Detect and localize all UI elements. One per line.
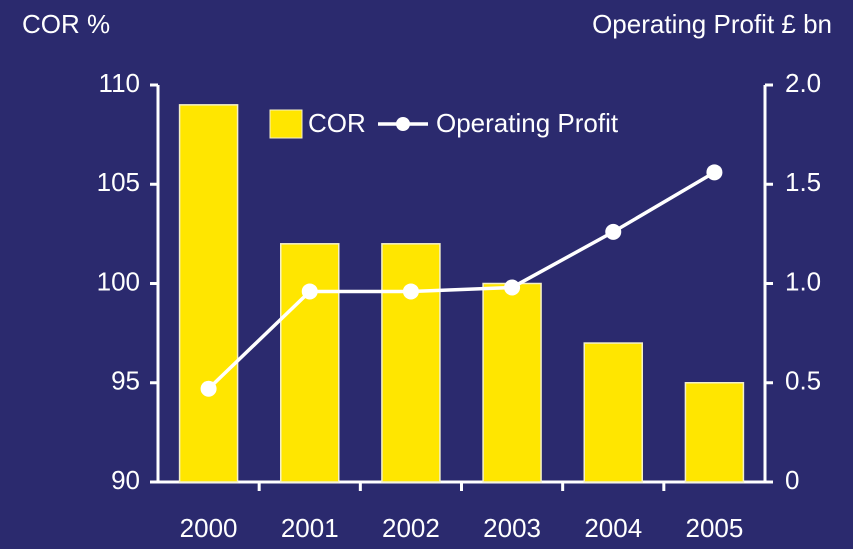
y-tick-label: 105 [97, 167, 140, 197]
y2-tick-label: 2.0 [785, 68, 821, 98]
bar [178, 104, 239, 483]
legend-label: Operating Profit [436, 108, 619, 138]
line-point [605, 223, 622, 240]
x-tick-label: 2004 [584, 513, 642, 543]
y-tick-label: 95 [111, 366, 140, 396]
bar [583, 342, 643, 483]
y2-tick-label: 0 [785, 465, 799, 495]
line-point [504, 279, 521, 296]
bar [482, 282, 542, 483]
x-tick-label: 2002 [382, 513, 440, 543]
y2-axis-label: Operating Profit £ bn [592, 9, 832, 39]
y2-tick-label: 1.0 [785, 266, 821, 296]
bar [381, 243, 441, 483]
legend-swatch [269, 109, 303, 139]
legend-label: COR [308, 108, 366, 138]
x-tick-label: 2000 [180, 513, 238, 543]
line-point [301, 283, 318, 300]
line-point [200, 380, 217, 397]
line [207, 170, 716, 390]
y2-tick-label: 1.5 [785, 167, 821, 197]
y-tick-label: 110 [99, 68, 140, 98]
bar [280, 243, 340, 483]
x-tick-label: 2005 [685, 513, 743, 543]
y-tick-label: 90 [111, 465, 140, 495]
x-tick-label: 2001 [281, 513, 339, 543]
y-axis-label: COR % [22, 9, 110, 39]
line-point [706, 164, 723, 181]
x-tick-label: 2003 [483, 513, 541, 543]
bar [684, 382, 745, 483]
line-point [402, 283, 419, 300]
y-tick-label: 100 [97, 266, 140, 296]
legend-marker [396, 117, 410, 131]
y2-tick-label: 0.5 [785, 366, 821, 396]
